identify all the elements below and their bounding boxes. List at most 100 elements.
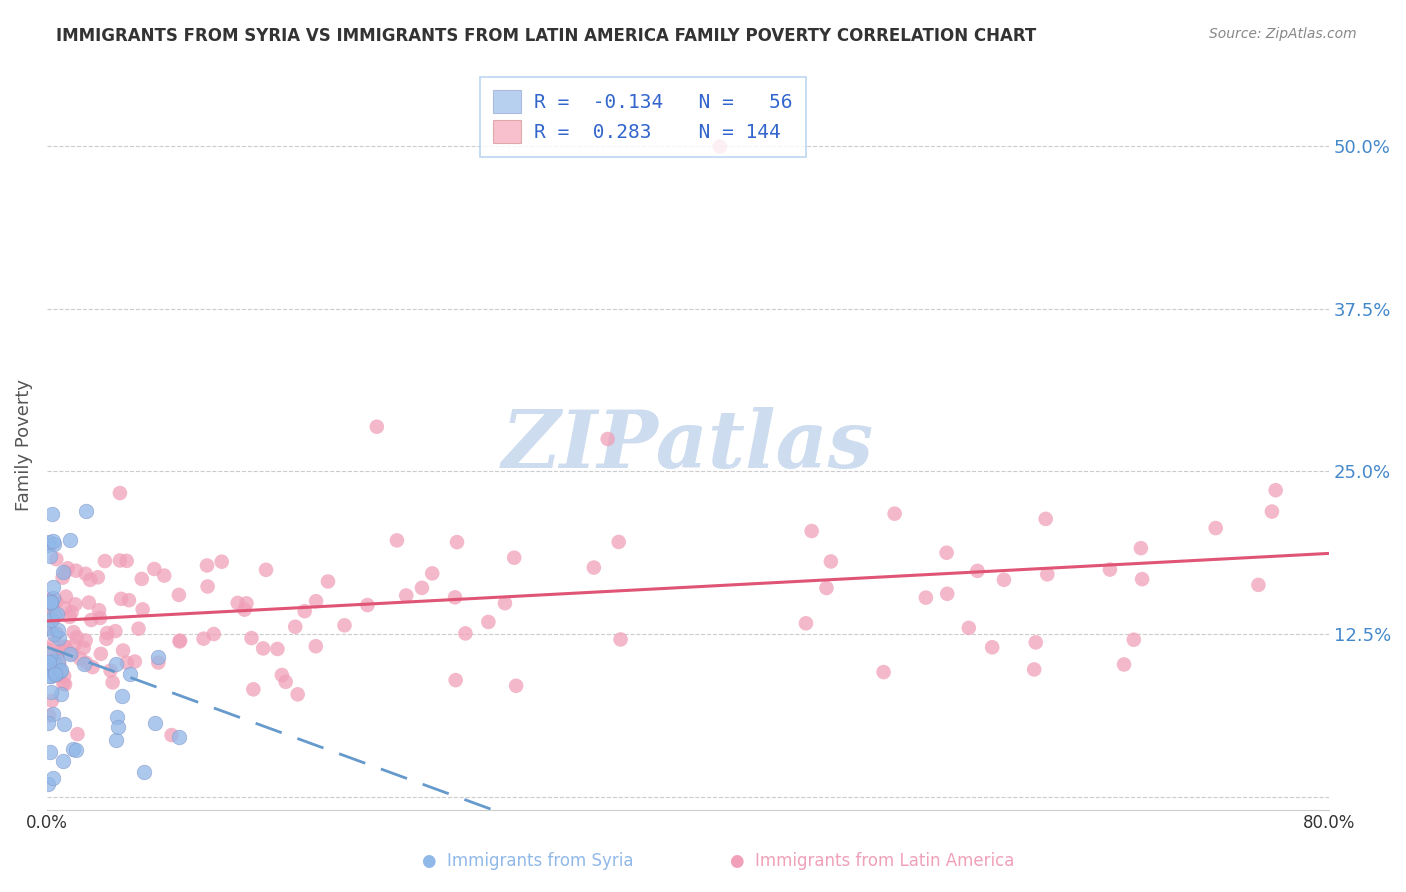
Point xyxy=(59,610,82,624)
Point xyxy=(46,607,69,622)
Point xyxy=(41,594,63,608)
Point xyxy=(957,621,980,635)
Point xyxy=(42,608,65,623)
Point xyxy=(395,589,418,603)
Point xyxy=(75,504,97,518)
Point xyxy=(820,554,842,568)
Point xyxy=(356,598,378,612)
Point xyxy=(494,596,516,610)
Point xyxy=(38,745,60,759)
Point xyxy=(1205,521,1227,535)
Point xyxy=(46,648,69,663)
Point xyxy=(41,669,63,683)
Point xyxy=(104,624,127,639)
Point xyxy=(52,677,75,691)
Point xyxy=(65,598,87,612)
Point xyxy=(39,654,62,668)
Point xyxy=(65,564,87,578)
Point xyxy=(167,588,190,602)
Point xyxy=(55,590,77,604)
Point xyxy=(38,669,60,683)
Point xyxy=(294,604,316,618)
Point xyxy=(101,675,124,690)
Point xyxy=(80,613,103,627)
Point xyxy=(104,733,127,747)
Point xyxy=(454,626,477,640)
Point xyxy=(42,772,65,786)
Point xyxy=(1035,512,1057,526)
Point xyxy=(42,664,65,678)
Point xyxy=(38,655,60,669)
Point xyxy=(1130,572,1153,586)
Point xyxy=(75,566,97,581)
Point xyxy=(1098,562,1121,576)
Point xyxy=(55,640,77,654)
Point xyxy=(60,647,83,661)
Point xyxy=(82,660,104,674)
Point xyxy=(94,554,117,568)
Legend: R =  -0.134   N =   56, R =  0.283    N = 144: R = -0.134 N = 56, R = 0.283 N = 144 xyxy=(479,77,806,156)
Point xyxy=(45,667,67,681)
Point xyxy=(56,561,79,575)
Point xyxy=(69,652,91,666)
Text: ZIPatlas: ZIPatlas xyxy=(502,407,875,484)
Point xyxy=(153,568,176,582)
Point xyxy=(111,690,134,704)
Point xyxy=(53,566,76,580)
Point xyxy=(118,593,141,607)
Point xyxy=(37,642,59,657)
Point xyxy=(444,673,467,687)
Point xyxy=(411,581,433,595)
Point xyxy=(993,573,1015,587)
Point xyxy=(607,535,630,549)
Point xyxy=(316,574,339,589)
Point xyxy=(59,647,82,661)
Point xyxy=(167,730,190,744)
Point xyxy=(49,663,72,677)
Point xyxy=(66,727,89,741)
Point xyxy=(169,633,191,648)
Point xyxy=(115,554,138,568)
Point xyxy=(46,623,69,637)
Point xyxy=(42,636,65,650)
Point xyxy=(41,507,63,521)
Point xyxy=(37,592,59,607)
Text: ●  Immigrants from Syria: ● Immigrants from Syria xyxy=(422,852,633,870)
Point xyxy=(115,656,138,670)
Point xyxy=(935,546,957,560)
Point xyxy=(37,715,59,730)
Point xyxy=(284,620,307,634)
Point xyxy=(193,632,215,646)
Point xyxy=(274,674,297,689)
Point xyxy=(444,591,467,605)
Point xyxy=(41,707,63,722)
Point xyxy=(872,665,894,679)
Point xyxy=(63,638,86,652)
Point xyxy=(385,533,408,548)
Point xyxy=(45,595,67,609)
Point xyxy=(1122,632,1144,647)
Point xyxy=(38,593,60,607)
Point xyxy=(112,643,135,657)
Point xyxy=(53,640,76,654)
Point xyxy=(105,710,128,724)
Point xyxy=(709,139,731,153)
Point xyxy=(420,566,443,581)
Point xyxy=(110,591,132,606)
Point xyxy=(252,641,274,656)
Point xyxy=(197,579,219,593)
Point xyxy=(39,684,62,698)
Point xyxy=(41,534,63,549)
Point xyxy=(794,616,817,631)
Point xyxy=(596,432,619,446)
Point xyxy=(37,663,59,677)
Point xyxy=(1261,504,1284,518)
Point xyxy=(51,687,73,701)
Point xyxy=(446,535,468,549)
Point xyxy=(87,570,110,584)
Point xyxy=(75,656,97,670)
Point xyxy=(1247,578,1270,592)
Point xyxy=(39,609,62,624)
Point xyxy=(48,657,70,672)
Point xyxy=(609,632,631,647)
